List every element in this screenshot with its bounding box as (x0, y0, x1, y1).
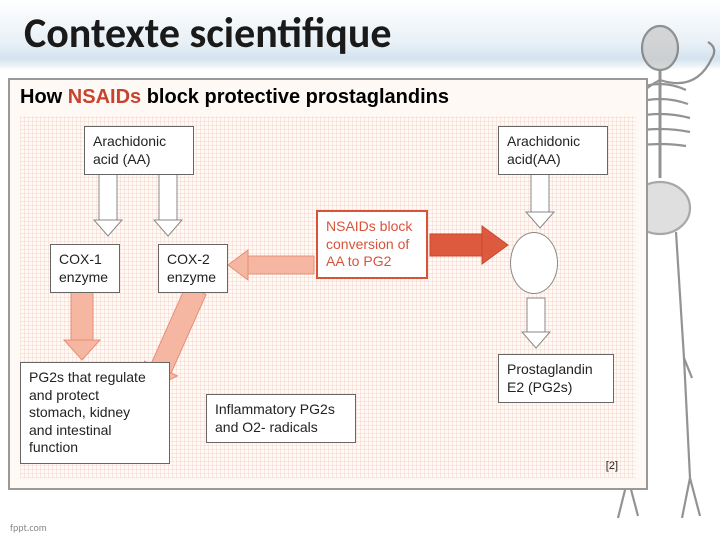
arrow-ellipse-pge2 (522, 298, 550, 348)
redbox-nsaids: NSAIDs blockconversion ofAA to PG2 (316, 210, 428, 279)
node-pg2-protect: PG2s that regulateand protectstomach, ki… (20, 362, 170, 464)
arrow-aa-ellipse (526, 172, 554, 228)
diagram-title: How NSAIDs block protective prostaglandi… (20, 86, 449, 109)
node-pge2: ProstaglandinE2 (PG2s) (498, 354, 614, 403)
arrow-aa-cox2 (154, 172, 182, 236)
node-aa-left: Arachidonicacid (AA) (84, 126, 194, 175)
node-pg2-inflam: Inflammatory PG2sand O2- radicals (206, 394, 356, 443)
diagram-canvas: Arachidonicacid (AA) Arachidonicacid(AA)… (20, 116, 636, 478)
arrow-redbox-cox2 (228, 250, 314, 280)
arrow-cox1-protect (64, 290, 100, 360)
node-cox1: COX-1enzyme (50, 244, 120, 293)
diagram-title-rest: block protective prostaglandins (141, 86, 449, 108)
ellipse-intermediate (510, 232, 558, 294)
reference-label: [2] (606, 460, 618, 472)
watermark: fppt.com (10, 521, 47, 534)
page-title: Contexte scientifique (24, 8, 392, 59)
arrow-redbox-ellipse (430, 226, 508, 264)
diagram-title-emph: NSAIDs (68, 86, 141, 108)
arrow-aa-cox1 (94, 172, 122, 236)
node-aa-right: Arachidonicacid(AA) (498, 126, 608, 175)
diagram-title-pre: How (20, 86, 68, 108)
diagram-frame: How NSAIDs block protective prostaglandi… (8, 78, 648, 490)
node-cox2: COX-2enzyme (158, 244, 228, 293)
